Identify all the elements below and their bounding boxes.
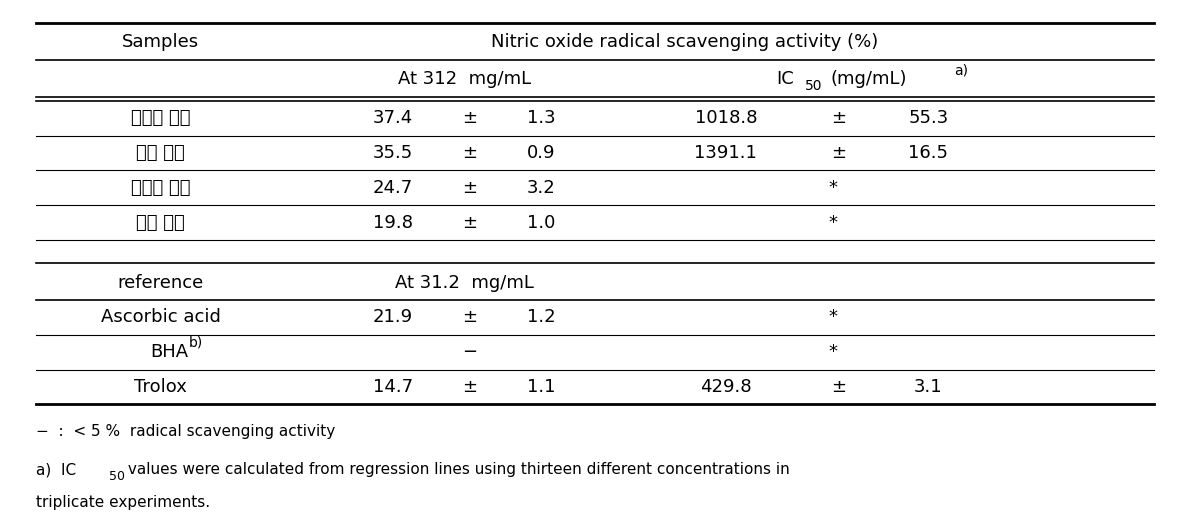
Text: BHA: BHA — [150, 343, 188, 361]
Text: Ascorbic acid: Ascorbic acid — [101, 308, 220, 327]
Text: *: * — [828, 214, 838, 232]
Text: 429.8: 429.8 — [700, 378, 752, 396]
Text: 미성숙 과육: 미성숙 과육 — [131, 179, 190, 197]
Text: 55.3: 55.3 — [908, 109, 948, 127]
Text: 35.5: 35.5 — [372, 144, 413, 162]
Text: reference: reference — [118, 273, 203, 292]
Text: Nitric oxide radical scavenging activity (%): Nitric oxide radical scavenging activity… — [490, 33, 878, 52]
Text: At 31.2  mg/mL: At 31.2 mg/mL — [395, 273, 533, 292]
Text: 1.1: 1.1 — [527, 378, 556, 396]
Text: (mg/mL): (mg/mL) — [831, 70, 907, 89]
Text: 14.7: 14.7 — [372, 378, 413, 396]
Text: ±: ± — [832, 109, 846, 127]
Text: a)  IC: a) IC — [36, 462, 76, 477]
Text: triplicate experiments.: triplicate experiments. — [36, 495, 209, 510]
Text: 3.1: 3.1 — [914, 378, 942, 396]
Text: ±: ± — [832, 378, 846, 396]
Text: 50: 50 — [109, 470, 125, 483]
Text: ±: ± — [463, 144, 477, 162]
Text: 1.0: 1.0 — [527, 214, 556, 232]
Text: b): b) — [189, 335, 203, 349]
Text: 성숙 과육: 성숙 과육 — [137, 214, 184, 232]
Text: *: * — [828, 343, 838, 361]
Text: 19.8: 19.8 — [372, 214, 413, 232]
Text: 24.7: 24.7 — [372, 179, 413, 197]
Text: ±: ± — [463, 214, 477, 232]
Text: IC: IC — [777, 70, 794, 89]
Text: At 312  mg/mL: At 312 mg/mL — [397, 70, 531, 89]
Text: 1391.1: 1391.1 — [695, 144, 757, 162]
Text: 37.4: 37.4 — [372, 109, 413, 127]
Text: 3.2: 3.2 — [527, 179, 556, 197]
Text: ±: ± — [463, 378, 477, 396]
Text: 21.9: 21.9 — [372, 308, 413, 327]
Text: ±: ± — [832, 144, 846, 162]
Text: ±: ± — [463, 179, 477, 197]
Text: ±: ± — [463, 308, 477, 327]
Text: ±: ± — [463, 109, 477, 127]
Text: 0.9: 0.9 — [527, 144, 556, 162]
Text: −  :  < 5 %  radical scavenging activity: − : < 5 % radical scavenging activity — [36, 423, 334, 439]
Text: −: − — [463, 343, 477, 361]
Text: 1.3: 1.3 — [527, 109, 556, 127]
Text: 성숙 과피: 성숙 과피 — [137, 144, 184, 162]
Text: 1.2: 1.2 — [527, 308, 556, 327]
Text: *: * — [828, 179, 838, 197]
Text: Trolox: Trolox — [134, 378, 187, 396]
Text: 16.5: 16.5 — [908, 144, 948, 162]
Text: a): a) — [954, 63, 969, 77]
Text: Samples: Samples — [123, 33, 199, 52]
Text: 50: 50 — [806, 79, 822, 93]
Text: 미성숙 과피: 미성숙 과피 — [131, 109, 190, 127]
Text: 1018.8: 1018.8 — [695, 109, 757, 127]
Text: *: * — [828, 308, 838, 327]
Text: values were calculated from regression lines using thirteen different concentrat: values were calculated from regression l… — [123, 462, 789, 477]
